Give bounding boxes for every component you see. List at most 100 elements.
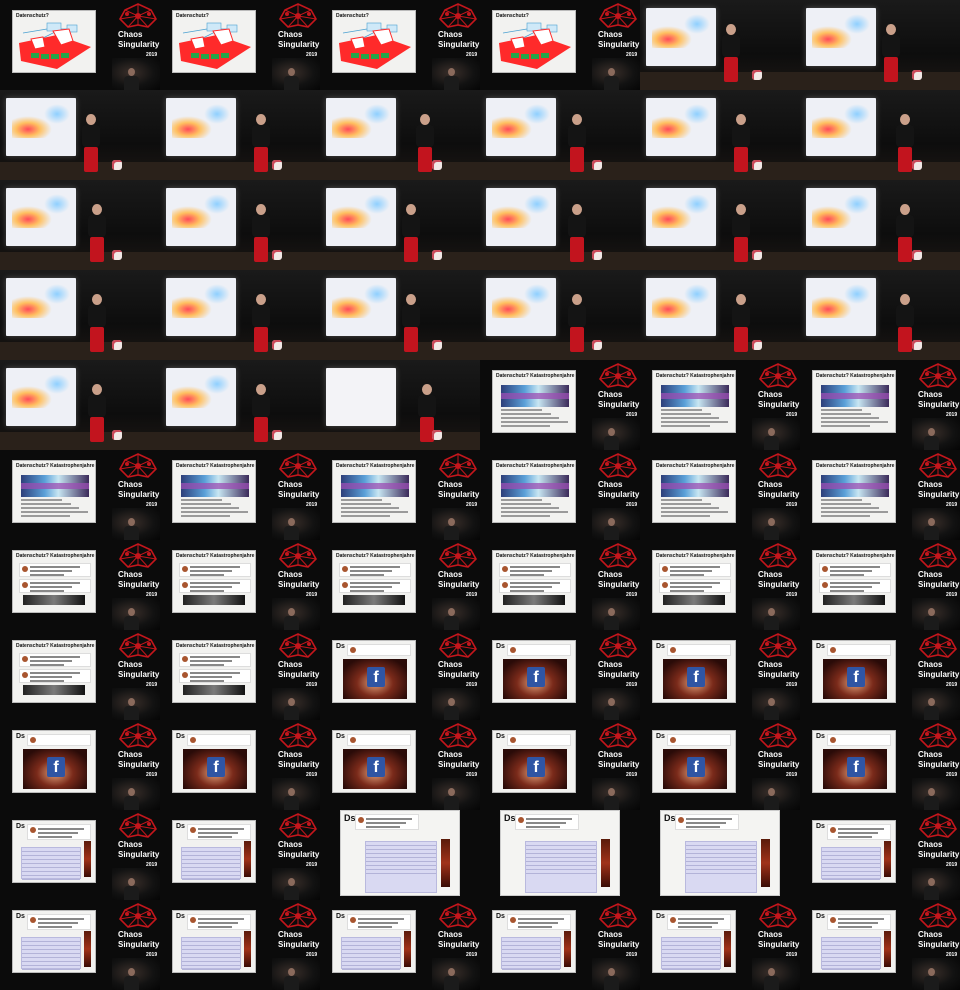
thumbnail[interactable]: Ds Chaos Singularity 2019 [480,900,640,990]
thumbnail[interactable] [0,90,160,180]
slide-title: Ds [344,813,356,823]
presenter [86,204,108,264]
tweet-image [823,595,885,605]
thumbnail[interactable]: Datenschutz? Chaos Singularity 2019 [160,0,320,90]
table-row-line [342,969,400,970]
thumbnail[interactable] [0,360,160,450]
thumbnail[interactable]: Ds Chaos Singularity 2019 [0,900,160,990]
thumbnail[interactable]: Ds Chaos Singularity 2019 [160,900,320,990]
thumbnail[interactable] [640,90,800,180]
thumbnail[interactable] [0,180,160,270]
thumbnail[interactable]: Datenschutz? Katastrophenjahre Chaos Sing… [480,450,640,540]
thumbnail[interactable]: Datenschutz? Katastrophenjahre Chaos Sing… [0,450,160,540]
thumbnail[interactable] [800,270,960,360]
thumbnail[interactable] [800,90,960,180]
thumbnail[interactable] [0,270,160,360]
thumbnail[interactable]: Ds f Chaos Singularity 2019 [800,720,960,810]
thumbnail[interactable] [640,0,800,90]
speaker-torso [924,976,939,990]
slide-frame: Datenschutz? [332,10,416,73]
table-row-line [686,857,756,858]
thumbnail[interactable] [160,270,320,360]
thumbnail[interactable]: Datenschutz? Katastrophenjahre Chaos Sing… [0,540,160,630]
presenter [894,294,916,354]
thumbnail[interactable] [160,90,320,180]
thumbnail[interactable]: Ds Chaos Singularity 2019 [0,810,160,900]
thumbnail[interactable]: Ds Chaos Singularity 2019 [160,810,320,900]
thumbnail[interactable] [320,90,480,180]
thumbnail[interactable]: Datenschutz? Katastrophenjahre Chaos Sing… [640,360,800,450]
thumbnail[interactable]: Ds f Chaos Singularity 2019 [640,630,800,720]
brand-line-2: Singularity [438,580,480,589]
thumbnail[interactable]: Datenschutz? Katastrophenjahre Chaos Sing… [160,630,320,720]
presenter [880,24,902,84]
thumbnail[interactable]: Ds Chaos Singularity 2019 [320,900,480,990]
thumbnail[interactable]: Datenschutz? Katastrophenjahre Chaos Sing… [800,540,960,630]
thumbnail[interactable] [320,270,480,360]
brand-line-1: Chaos [438,660,463,669]
thumbnail[interactable]: Datenschutz? Katastrophenjahre Chaos Sing… [160,450,320,540]
speaker-camera-inset [432,508,480,540]
thumbnail[interactable]: Datenschutz? Katastrophenjahre Chaos Sing… [800,450,960,540]
tweet-text-line [830,586,872,588]
thumbnail[interactable]: Datenschutz? Katastrophenjahre Chaos Sing… [640,540,800,630]
speaker-camera-inset [592,508,640,540]
brand-name: Chaos Singularity [278,750,319,770]
brand-line-2: Singularity [758,400,800,409]
thumbnail[interactable]: Datenschutz? Chaos Singularity 2019 [320,0,480,90]
thumbnail[interactable]: Ds f Chaos Singularity 2019 [480,720,640,810]
slide-frame: Ds [12,910,96,973]
tweet-card [187,734,251,746]
table-row-line [526,853,596,854]
thumbnail[interactable] [320,360,480,450]
thumbnail[interactable]: Ds f Chaos Singularity 2019 [800,630,960,720]
thumbnail[interactable]: Ds f Chaos Singularity 2019 [320,630,480,720]
thumbnail[interactable]: Datenschutz? Katastrophenjahre Chaos Sing… [320,540,480,630]
thumbnail[interactable]: Datenschutz? Katastrophenjahre Chaos Sing… [480,360,640,450]
screen-diagram-blue [364,284,390,304]
thumbnail[interactable]: Ds f Chaos Singularity 2019 [160,720,320,810]
thumbnail[interactable]: Datenschutz? Katastrophenjahre Chaos Sing… [0,630,160,720]
presenter [566,204,588,264]
brand-name: Chaos Singularity [918,480,959,500]
thumbnail[interactable]: Ds f Chaos Singularity 2019 [480,630,640,720]
thumbnail[interactable]: Ds [320,810,480,900]
thumbnail[interactable]: Datenschutz? Katastrophenjahre Chaos Sing… [320,450,480,540]
slide-frame: Datenschutz? Katastrophenjahre [332,550,416,613]
brand-line-2: Singularity [598,40,640,49]
thumbnail[interactable] [160,360,320,450]
thumbnail[interactable] [320,180,480,270]
lucky-cat-figurine [752,250,762,260]
thumbnail[interactable]: Datenschutz? Chaos Singularity 2019 [0,0,160,90]
thumbnail[interactable] [480,270,640,360]
thumbnail[interactable]: Datenschutz? Chaos Singularity 2019 [480,0,640,90]
thumbnail[interactable]: Ds f Chaos Singularity 2019 [640,720,800,810]
thumbnail[interactable]: Ds Chaos Singularity 2019 [800,810,960,900]
chaos-singularity-logo [919,903,957,928]
thumbnail[interactable] [160,180,320,270]
thumbnail[interactable]: Datenschutz? Katastrophenjahre Chaos Sing… [480,540,640,630]
caption-line [21,503,71,505]
thumbnail[interactable]: Datenschutz? Katastrophenjahre Chaos Sing… [640,450,800,540]
thumbnail[interactable]: Datenschutz? Katastrophenjahre Chaos Sing… [160,540,320,630]
thumbnail[interactable] [800,0,960,90]
thumbnail[interactable]: Ds [640,810,800,900]
thumbnail[interactable] [640,180,800,270]
caption-line [181,515,230,517]
thumbnail[interactable]: Ds Chaos Singularity 2019 [800,900,960,990]
thumbnail[interactable]: Ds Chaos Singularity 2019 [640,900,800,990]
speaker-camera-inset [592,688,640,720]
table-row-line [22,875,80,876]
table-row-line [662,957,720,958]
thumbnail[interactable]: Ds f Chaos Singularity 2019 [0,720,160,810]
thumbnail[interactable] [480,180,640,270]
thumbnail[interactable]: Datenschutz? Katastrophenjahre Chaos Sing… [800,360,960,450]
thumbnail[interactable] [480,90,640,180]
thumbnail[interactable] [640,270,800,360]
tweet-card [347,734,411,746]
thumbnail[interactable]: Ds [480,810,640,900]
thumbnail[interactable]: Ds f Chaos Singularity 2019 [320,720,480,810]
presenter-shirt [416,125,434,147]
thumbnail[interactable] [800,180,960,270]
chaos-singularity-logo [599,453,637,478]
